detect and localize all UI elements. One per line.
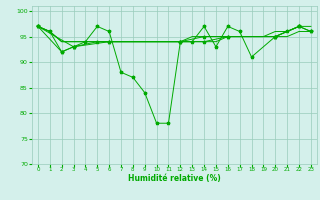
X-axis label: Humidité relative (%): Humidité relative (%) [128,174,221,183]
